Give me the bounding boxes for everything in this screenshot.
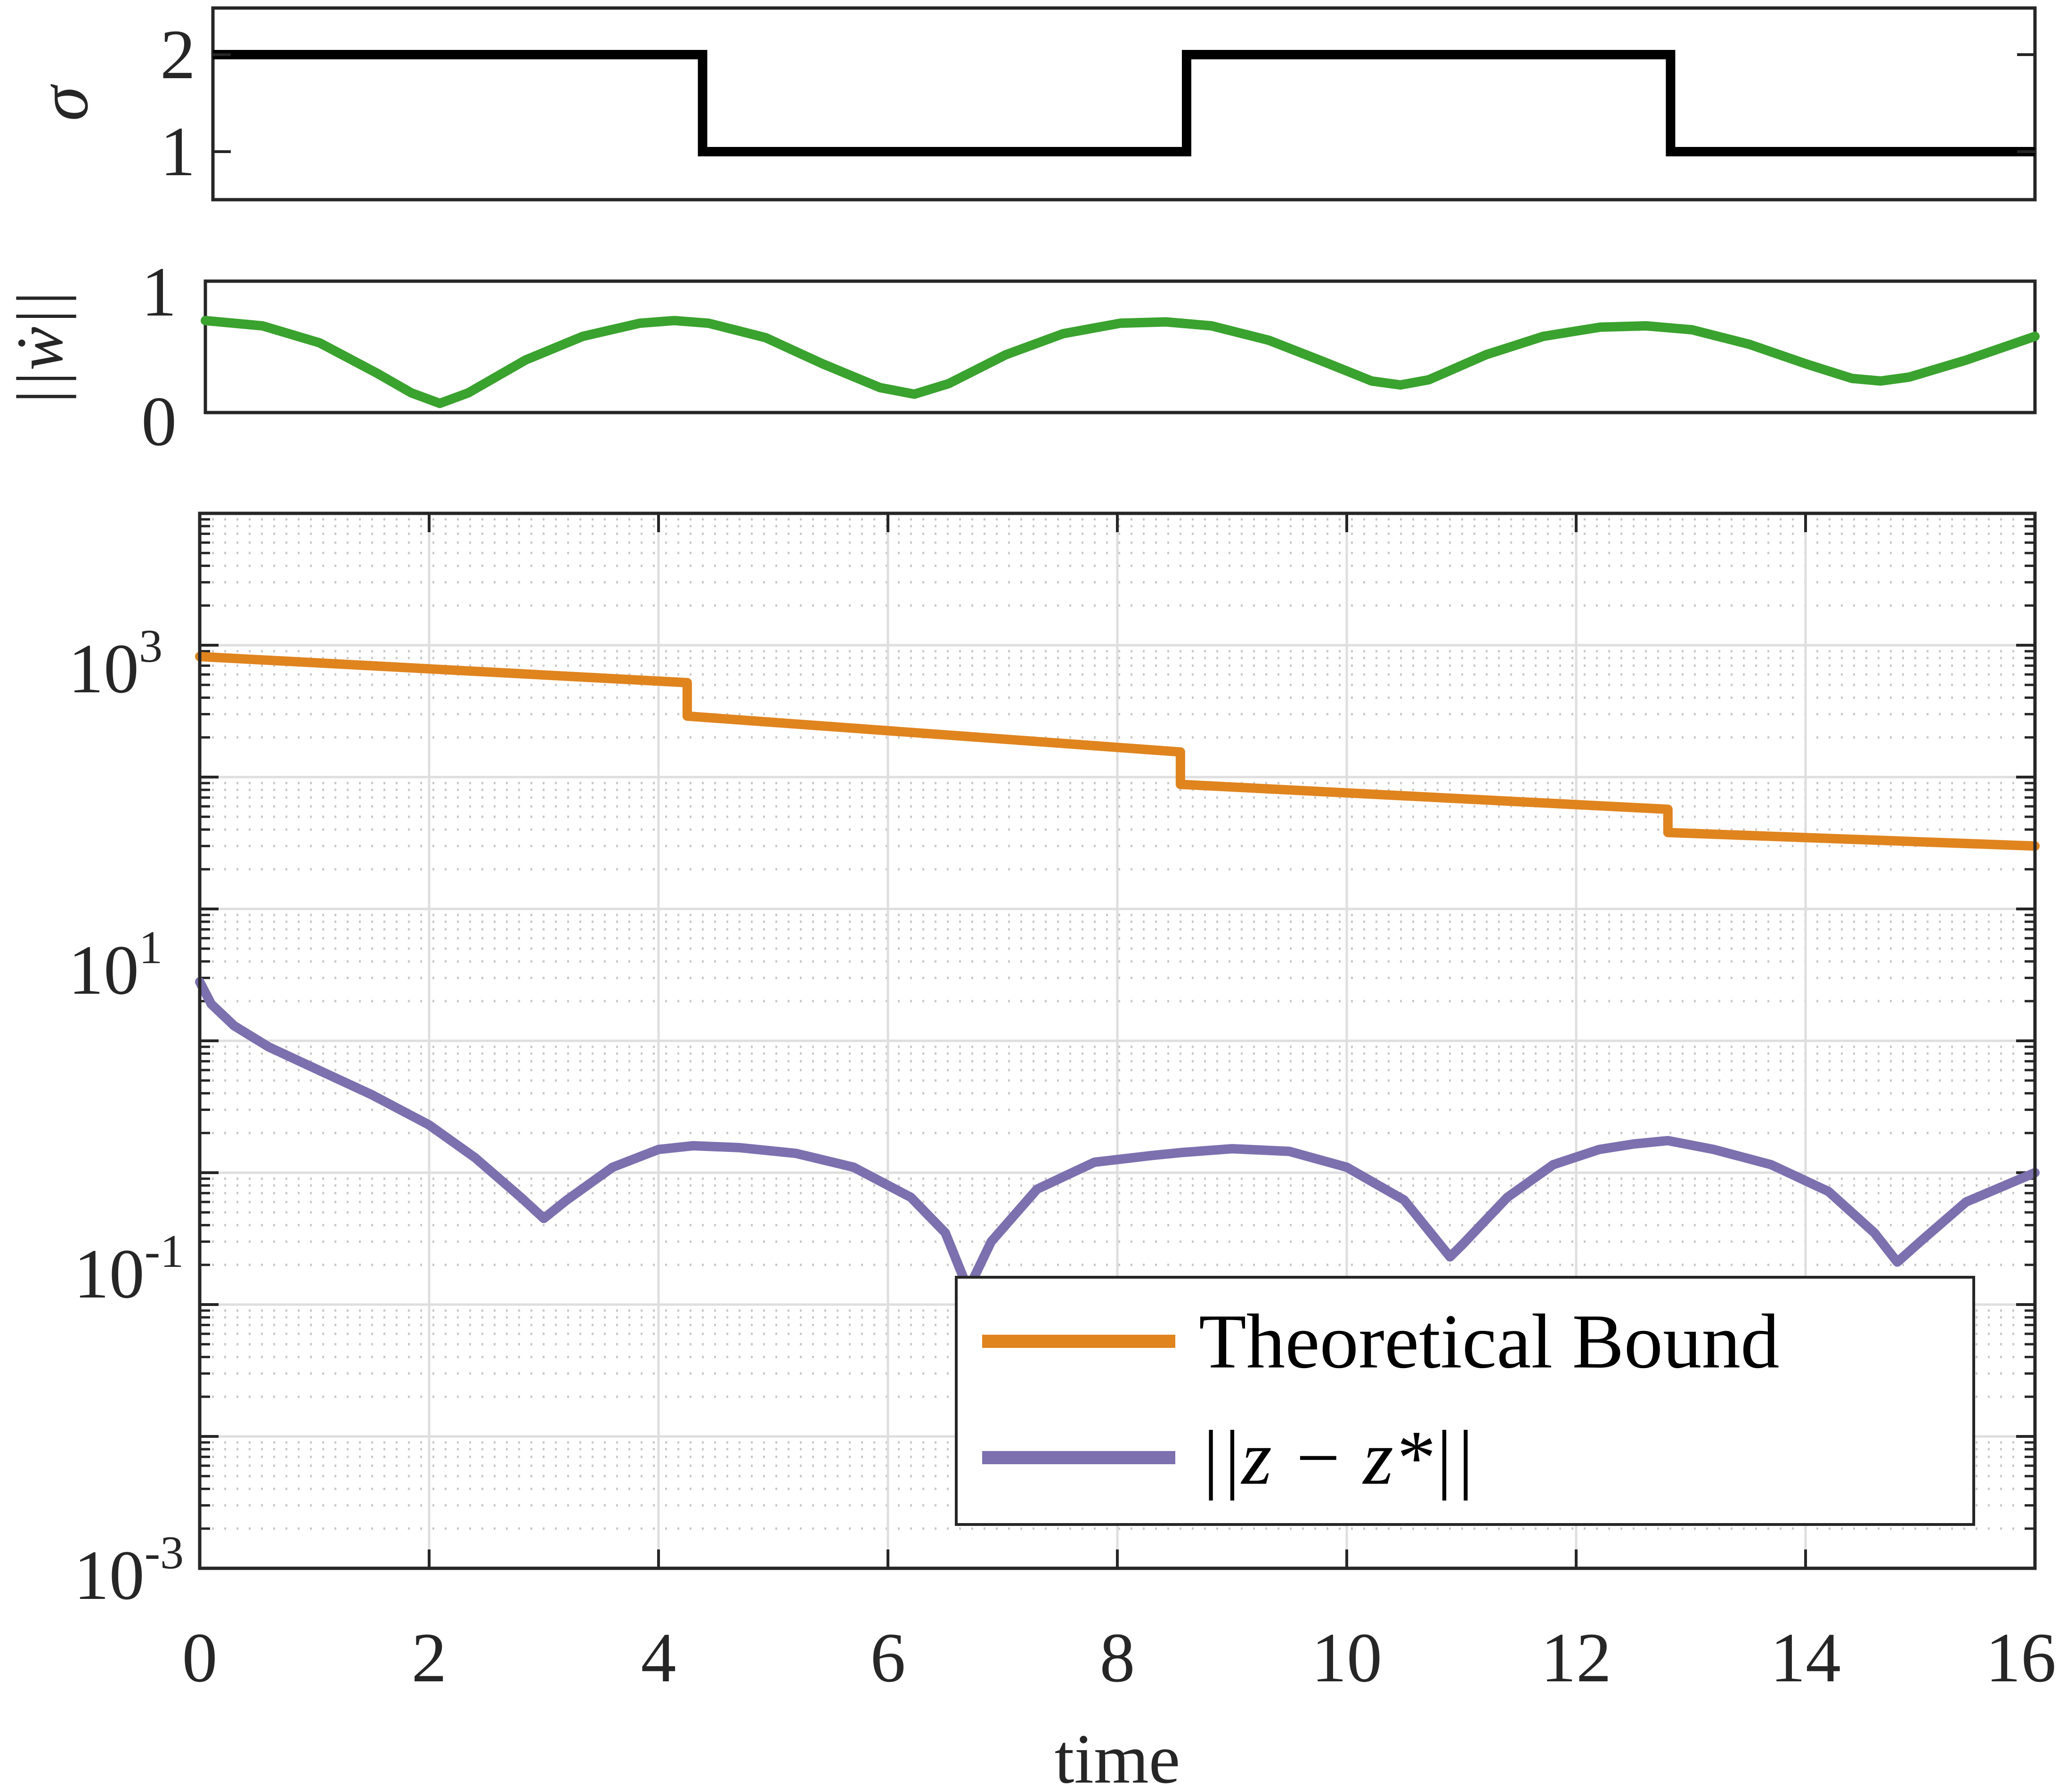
error-panel: 103 101 10-1 10-3 0 2 4 6 8 10 12 14 16 … bbox=[68, 511, 2056, 1792]
ytick-exp-1e1: 1 bbox=[139, 921, 163, 973]
xtick-label-4: 4 bbox=[641, 1619, 676, 1697]
theoretical-bound-line bbox=[195, 652, 2040, 851]
ytick-exp-1e3: 3 bbox=[139, 620, 163, 672]
sigma-panel: 2 1 σ bbox=[24, 6, 2037, 202]
ytick-exp-1e-1: -1 bbox=[145, 1225, 184, 1277]
xtick-label-14: 14 bbox=[1770, 1619, 1841, 1697]
xtick-label-6: 6 bbox=[871, 1619, 906, 1697]
wdot-tick-label-1: 1 bbox=[141, 253, 177, 331]
legend-box bbox=[955, 1276, 1975, 1526]
ytick-label-1e3: 103 bbox=[68, 620, 163, 708]
svg-text:10-3: 10-3 bbox=[74, 1526, 184, 1614]
sigma-line bbox=[213, 50, 2035, 156]
x-axis-label: time bbox=[1055, 1720, 1180, 1792]
xtick-label-12: 12 bbox=[1541, 1619, 1611, 1697]
error-norm-line bbox=[195, 977, 2040, 1295]
legend-label-theoretical-bound: Theoretical Bound bbox=[1199, 1298, 1780, 1385]
sigma-tick-label-2: 2 bbox=[160, 16, 195, 94]
wdot-panel: 1 0 ||ẇ|| bbox=[4, 253, 2040, 461]
xtick-label-0: 0 bbox=[182, 1619, 218, 1697]
legend: Theoretical Bound ||z − z*|| bbox=[955, 1276, 1975, 1526]
error-axes-box bbox=[198, 511, 2037, 1570]
xtick-label-2: 2 bbox=[412, 1619, 447, 1697]
xtick-label-16: 16 bbox=[1986, 1619, 2056, 1697]
svg-text:101: 101 bbox=[68, 921, 163, 1009]
wdot-line bbox=[201, 316, 2040, 408]
sigma-ylabel: σ bbox=[24, 84, 103, 121]
sigma-axes-box bbox=[211, 6, 2037, 202]
svg-text:103: 103 bbox=[68, 620, 163, 708]
xtick-label-8: 8 bbox=[1100, 1619, 1135, 1697]
legend-label-error-norm: ||z − z*|| bbox=[1199, 1415, 1475, 1501]
ytick-label-1e-3: 10-3 bbox=[74, 1526, 184, 1614]
sigma-tick-label-1: 1 bbox=[160, 113, 195, 191]
svg-text:10-1: 10-1 bbox=[74, 1225, 184, 1313]
ytick-label-1e-1: 10-1 bbox=[74, 1225, 184, 1313]
wdot-ylabel: ||ẇ|| bbox=[4, 290, 77, 406]
wdot-tick-label-0: 0 bbox=[141, 382, 177, 461]
ytick-exp-1e-3: -3 bbox=[145, 1526, 184, 1579]
wdot-axes-box bbox=[203, 279, 2037, 414]
xtick-label-10: 10 bbox=[1311, 1619, 1382, 1697]
ytick-label-1e1: 101 bbox=[68, 921, 163, 1009]
axis-ticks bbox=[198, 512, 2036, 1570]
